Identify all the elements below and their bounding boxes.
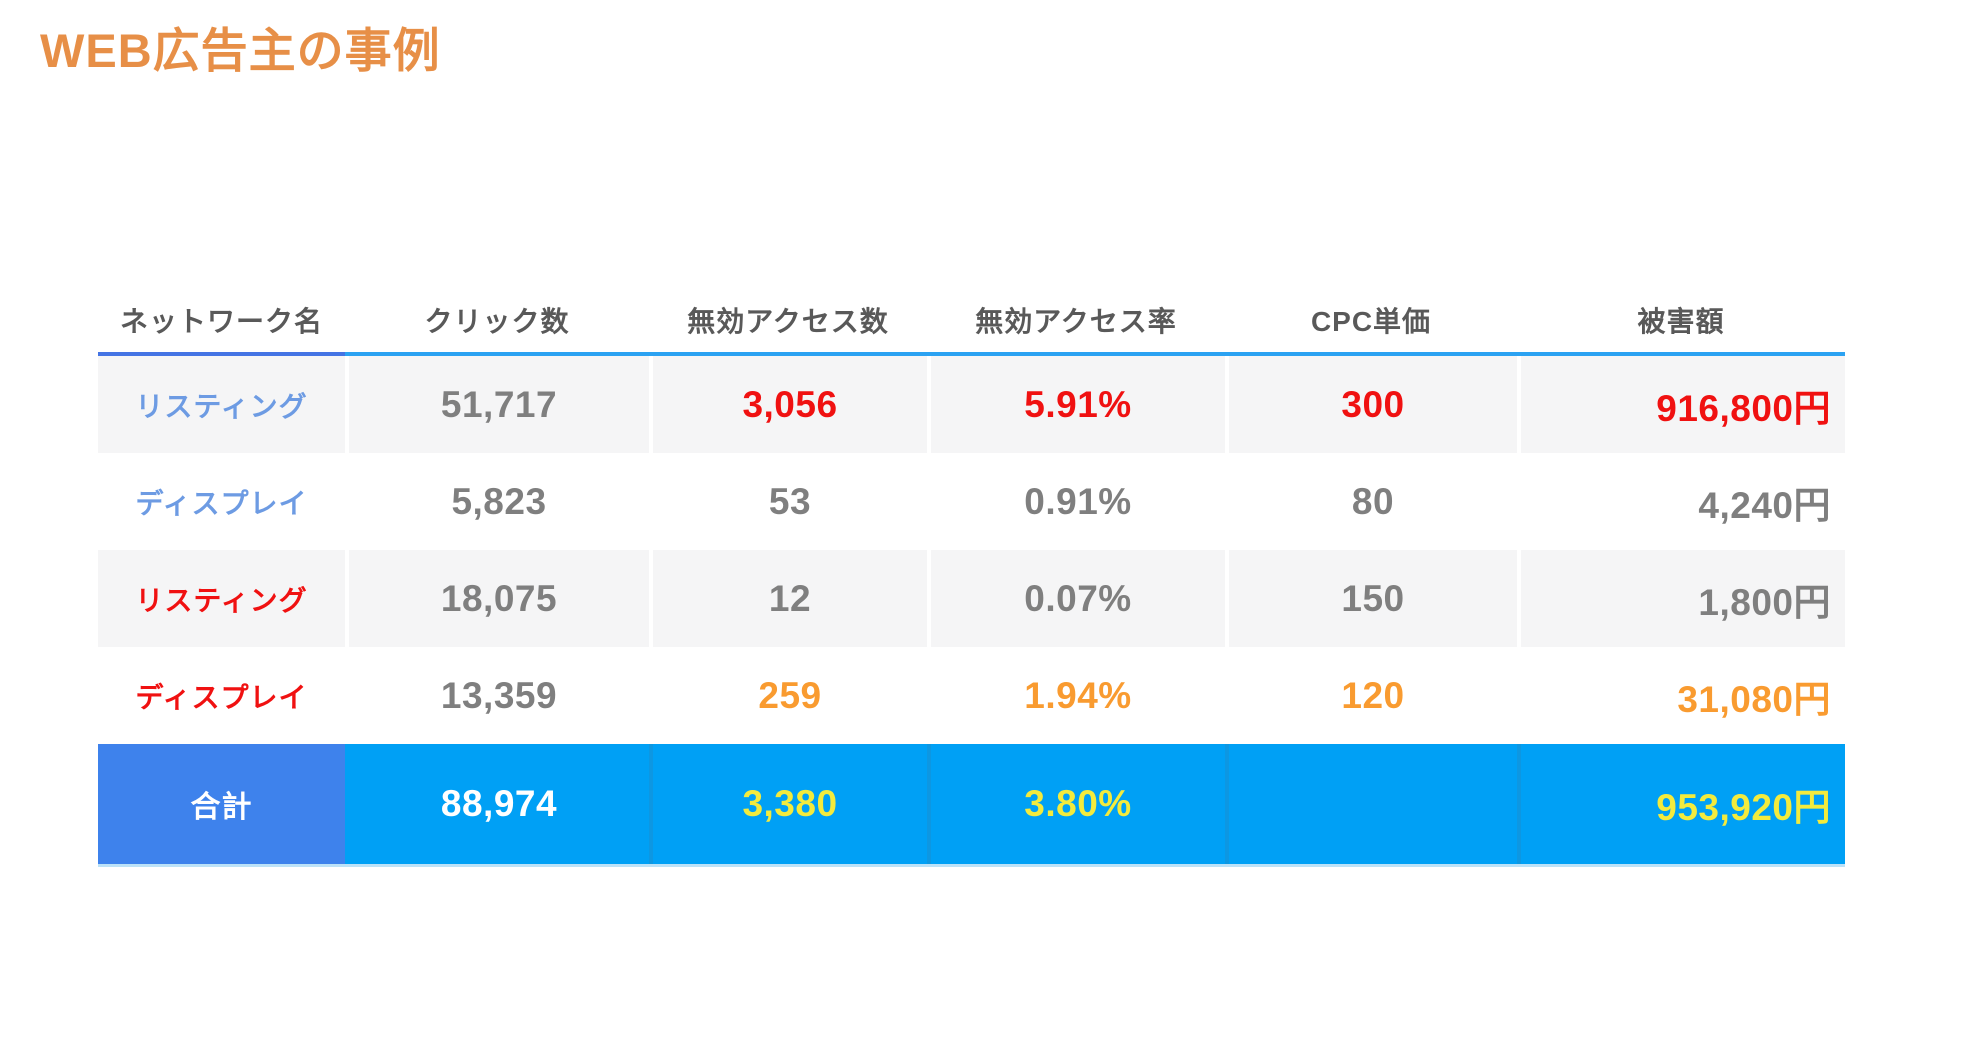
cell-network: リスティング bbox=[98, 356, 345, 453]
cell-invalid-count: 3,056 bbox=[649, 356, 927, 453]
cell-invalid-count: 259 bbox=[649, 647, 927, 744]
table-header-row: ネットワーク名 クリック数 無効アクセス数 無効アクセス率 CPC単価 被害額 bbox=[98, 288, 1845, 356]
cell-cpc: 80 bbox=[1225, 453, 1517, 550]
column-header-invalid-rate: 無効アクセス率 bbox=[927, 288, 1225, 356]
table-row: ディスプレイ 13,359 259 1.94% 120 31,080円 bbox=[98, 647, 1845, 744]
cell-clicks: 51,717 bbox=[345, 356, 649, 453]
cell-damage: 1,800円 bbox=[1517, 550, 1845, 647]
cell-damage: 4,240円 bbox=[1517, 453, 1845, 550]
cell-network: ディスプレイ bbox=[135, 681, 308, 713]
column-header-invalid-count: 無効アクセス数 bbox=[649, 288, 927, 356]
cell-network: リスティング bbox=[98, 550, 345, 647]
cell-network: ディスプレイ bbox=[135, 487, 308, 519]
cell-damage: 31,080円 bbox=[1517, 647, 1845, 744]
cell-total-damage: 953,920円 bbox=[1517, 744, 1845, 864]
ad-fraud-case-table: ネットワーク名 クリック数 無効アクセス数 無効アクセス率 CPC単価 被害額 … bbox=[98, 288, 1845, 867]
cell-cpc: 300 bbox=[1225, 356, 1517, 453]
cell-invalid-rate: 0.07% bbox=[927, 550, 1225, 647]
cell-invalid-count: 53 bbox=[649, 453, 927, 550]
column-header-damage: 被害額 bbox=[1517, 288, 1845, 356]
cell-clicks: 13,359 bbox=[345, 647, 649, 744]
cell-total-clicks: 88,974 bbox=[345, 744, 649, 864]
cell-invalid-rate: 1.94% bbox=[927, 647, 1225, 744]
cell-invalid-rate: 0.91% bbox=[927, 453, 1225, 550]
cell-cpc: 120 bbox=[1225, 647, 1517, 744]
cell-total-invalid-count: 3,380 bbox=[649, 744, 927, 864]
cell-total-cpc bbox=[1225, 744, 1517, 864]
cell-damage: 916,800円 bbox=[1517, 356, 1845, 453]
column-header-network: ネットワーク名 bbox=[98, 288, 345, 356]
page-title: WEB広告主の事例 bbox=[40, 24, 441, 77]
cell-clicks: 5,823 bbox=[345, 453, 649, 550]
table-row: リスティング 51,717 3,056 5.91% 300 916,800円 bbox=[98, 356, 1845, 453]
cell-invalid-count: 12 bbox=[649, 550, 927, 647]
cell-invalid-rate: 5.91% bbox=[927, 356, 1225, 453]
cell-total-invalid-rate: 3.80% bbox=[927, 744, 1225, 864]
column-header-cpc: CPC単価 bbox=[1225, 288, 1517, 356]
table-row: リスティング 18,075 12 0.07% 150 1,800円 bbox=[98, 550, 1845, 647]
cell-clicks: 18,075 bbox=[345, 550, 649, 647]
table-row: ディスプレイ 5,823 53 0.91% 80 4,240円 bbox=[98, 453, 1845, 550]
table-total-row: 合計 88,974 3,380 3.80% 953,920円 bbox=[98, 744, 1845, 864]
column-header-clicks: クリック数 bbox=[345, 288, 649, 356]
cell-total-label: 合計 bbox=[98, 744, 345, 864]
cell-cpc: 150 bbox=[1225, 550, 1517, 647]
